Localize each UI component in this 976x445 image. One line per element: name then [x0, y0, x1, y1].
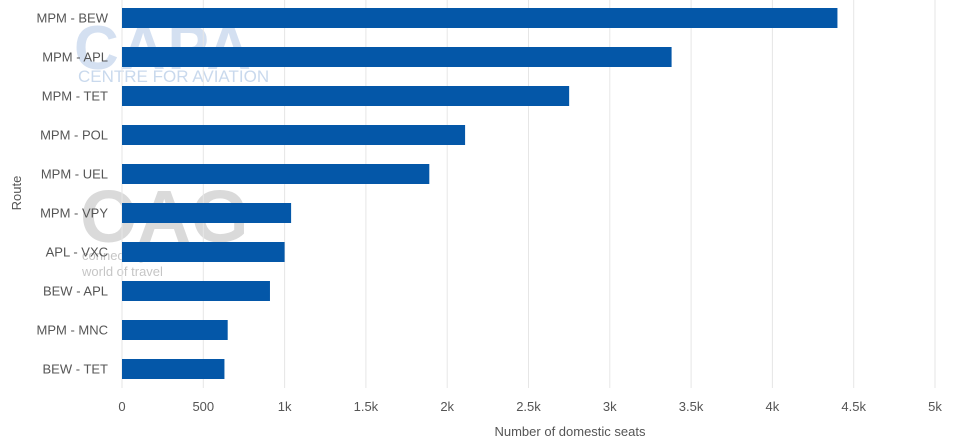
- x-tick-label: 1k: [278, 399, 292, 414]
- x-tick-label: 3k: [603, 399, 617, 414]
- x-tick-label: 0: [118, 399, 125, 414]
- x-tick-label: 1.5k: [354, 399, 379, 414]
- y-tick-label: MPM - TET: [42, 89, 108, 104]
- bar[interactable]: [122, 320, 228, 340]
- bar[interactable]: [122, 125, 466, 145]
- y-tick-label: MPM - VPY: [40, 206, 108, 221]
- bar[interactable]: [122, 86, 570, 106]
- bar[interactable]: [122, 281, 270, 301]
- y-tick-label: MPM - BEW: [37, 11, 109, 26]
- y-tick-label: BEW - APL: [43, 284, 108, 299]
- x-tick-label: 4.5k: [841, 399, 866, 414]
- bar[interactable]: [122, 8, 838, 28]
- y-tick-label: BEW - TET: [43, 362, 109, 377]
- x-axis-title: Number of domestic seats: [494, 424, 646, 439]
- x-tick-label: 4k: [766, 399, 780, 414]
- x-tick-labels: 0 500 1k 1.5k 2k 2.5k 3k 3.5k 4k 4.5k 5k: [118, 399, 942, 414]
- y-tick-label: MPM - APL: [42, 50, 108, 65]
- x-tick-label: 2k: [440, 399, 454, 414]
- y-axis-title: Route: [9, 176, 24, 211]
- y-tick-label: MPM - MNC: [37, 323, 109, 338]
- y-tick-label: MPM - UEL: [41, 167, 108, 182]
- x-tick-label: 3.5k: [679, 399, 704, 414]
- bar[interactable]: [122, 164, 430, 184]
- y-tick-label: MPM - POL: [40, 128, 108, 143]
- x-tick-label: 500: [192, 399, 214, 414]
- bars: [122, 8, 838, 379]
- bar[interactable]: [122, 359, 225, 379]
- bar[interactable]: [122, 242, 285, 262]
- y-tick-labels: MPM - BEW MPM - APL MPM - TET MPM - POL MPM …: [37, 11, 109, 377]
- x-tick-label: 2.5k: [516, 399, 541, 414]
- y-tick-label: APL - VXC: [46, 245, 108, 260]
- bar[interactable]: [122, 47, 672, 67]
- bar[interactable]: [122, 203, 292, 223]
- x-tick-label: 5k: [928, 399, 942, 414]
